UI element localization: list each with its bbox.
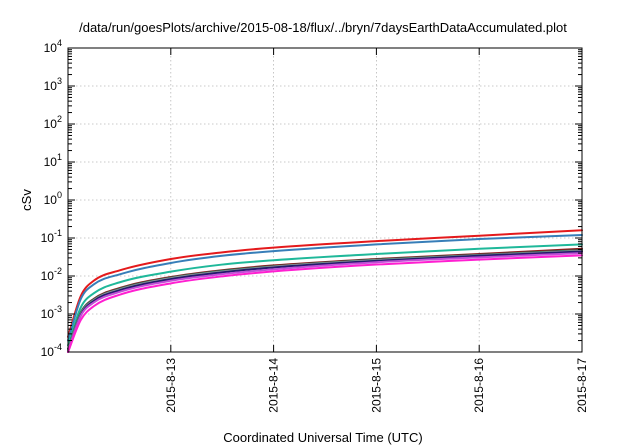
- x-tick-label: 2015-8-14: [267, 358, 281, 413]
- y-tick-label: 103: [44, 76, 62, 93]
- series-line: [67, 233, 583, 342]
- y-tick-label: 101: [44, 152, 62, 169]
- y-tick-label: 104: [44, 38, 62, 55]
- x-tick-label: 2015-8-13: [164, 358, 178, 413]
- y-tick-label: 102: [44, 114, 62, 131]
- series-line: [67, 229, 583, 338]
- series-line: [67, 252, 583, 353]
- x-tick-label: 2015-8-15: [369, 358, 383, 413]
- grid: [68, 48, 582, 352]
- x-tick-label: 2015-8-17: [575, 358, 589, 413]
- y-tick-label: 10-4: [41, 342, 62, 359]
- y-axis-label: cSv: [19, 189, 34, 211]
- series-line: [67, 250, 583, 353]
- chart-title: /data/run/goesPlots/archive/2015-08-18/f…: [79, 20, 567, 35]
- x-tick-labels: 2015-8-13 2015-8-14 2015-8-15 2015-8-16 2015…: [164, 358, 589, 413]
- y-tick-label: 10-1: [41, 228, 62, 245]
- series-line: [67, 243, 583, 347]
- x-axis-label: Coordinated Universal Time (UTC): [223, 430, 422, 445]
- ticks: [68, 47, 583, 353]
- x-tick-label: 2015-8-16: [472, 358, 486, 413]
- y-tick-label: 10-2: [41, 266, 62, 283]
- y-tick-label: 10-3: [41, 304, 62, 321]
- y-tick-label: 100: [44, 190, 62, 207]
- series-group: [67, 229, 583, 353]
- series-line: [67, 254, 583, 353]
- y-tick-labels: 10-4 10-3 10-2 10-1 100 101 102 103 104: [41, 38, 62, 359]
